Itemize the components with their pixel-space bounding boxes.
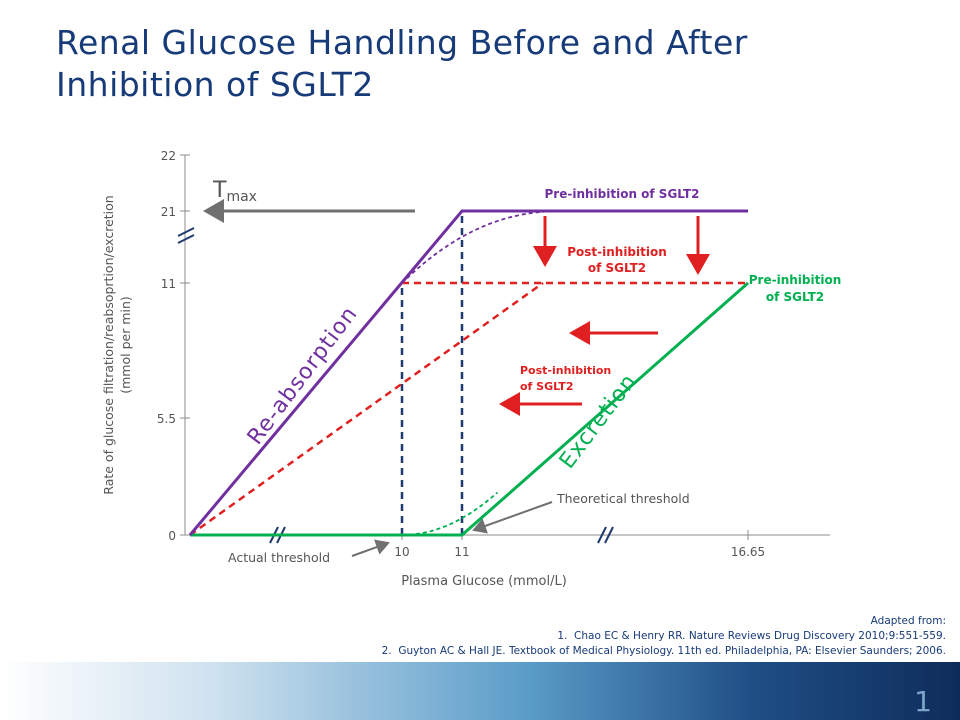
post-inhibition-top-label-line-1: Post-inhibition [567, 245, 667, 259]
pre-inhibition-right-label-line-2: of SGLT2 [766, 290, 824, 304]
x-tick-label: 11 [454, 545, 469, 559]
y-axis-title: Rate of glucose filtration/reabsoprtion/… [101, 195, 133, 494]
series-reabsorption-pre-line [188, 209, 748, 536]
reference-item: 1. Chao EC & Henry RR. Nature Reviews Dr… [557, 630, 946, 642]
y-axis-break [177, 227, 195, 244]
post-inhibition-top-label-line-2: of SGLT2 [588, 261, 646, 275]
references-heading: Adapted from: [870, 615, 946, 627]
theoretical-threshold-pointer [472, 501, 553, 534]
reabsorption-label: Re-absorption [243, 302, 363, 450]
series-excretion-post-line [189, 281, 544, 537]
footer-band [0, 662, 960, 720]
pre-inhibition-right-label-line-1: Pre-inhibition [749, 273, 841, 287]
tmax-label: Tmax [212, 178, 257, 205]
y-axis-title-line-1: Rate of glucose filtration/reabsoprtion/… [101, 195, 116, 494]
pre-inhibition-top-label: Pre-inhibition of SGLT2 [545, 187, 700, 201]
y-axis-title-line-2: (mmol per min) [118, 296, 133, 394]
x-axis-break-right [597, 526, 614, 544]
references-list: 1. Chao EC & Henry RR. Nature Reviews Dr… [246, 629, 946, 659]
renal-glucose-chart: 0 5.5 11 21 22 10 11 16.65 Plasma Glucos… [101, 149, 841, 589]
y-tick-label: 0 [168, 529, 176, 543]
reference-item: 2. Guyton AC & Hall JE. Textbook of Medi… [381, 645, 946, 657]
x-tick-label: 10 [394, 545, 409, 559]
plot-area [188, 209, 749, 537]
y-tick-label: 22 [161, 149, 176, 163]
x-axis-title: Plasma Glucose (mmol/L) [401, 574, 567, 589]
y-ticks: 0 5.5 11 21 22 [157, 149, 190, 543]
actual-threshold-pointer [351, 539, 390, 557]
references: Adapted from: 1. Chao EC & Henry RR. Nat… [246, 614, 946, 659]
y-tick-label: 21 [161, 205, 176, 219]
series-excretion-pre-line [190, 281, 749, 537]
slide-title: Renal Glucose Handling Before and After … [56, 23, 748, 104]
series-excretion-splay-line [401, 491, 498, 536]
post-inhibition-mid-label-line-2: of SGLT2 [520, 380, 573, 393]
x-tick-label: 16.65 [731, 545, 765, 559]
y-tick-label: 5.5 [157, 412, 176, 426]
page-number: 1 [914, 685, 932, 718]
y-tick-label: 11 [161, 277, 176, 291]
series-reabsorption-splay-line [401, 210, 556, 284]
actual-threshold-label: Actual threshold [228, 550, 330, 565]
theoretical-threshold-label: Theoretical threshold [556, 491, 690, 506]
post-inhibition-mid-label-line-1: Post-inhibition [520, 364, 611, 377]
